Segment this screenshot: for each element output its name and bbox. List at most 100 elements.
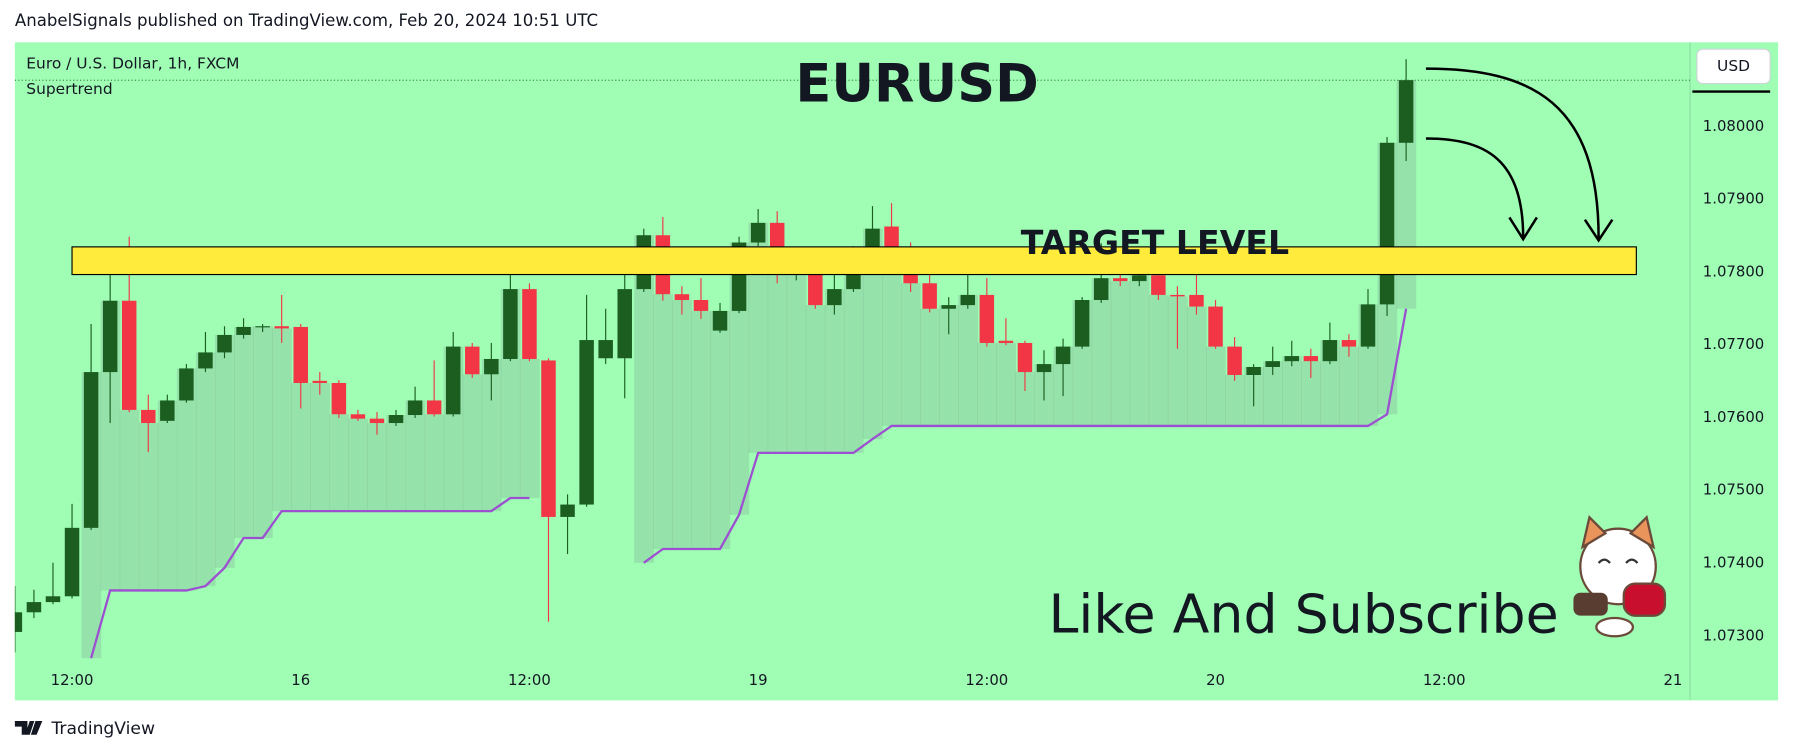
trend-fill [272,328,292,512]
trend-fill [519,358,540,499]
trend-fill [843,259,864,453]
candle-body [1265,361,1280,367]
trend-fill [653,294,673,549]
trend-fill [138,423,159,591]
candle-body [1322,340,1338,362]
currency-box[interactable] [1696,48,1771,85]
candle-body [312,380,328,383]
supertrend-line [90,308,1408,659]
trend-fill [310,382,330,512]
trend-fill [405,400,426,512]
trend-fill [786,265,807,453]
candle-body [1227,346,1242,375]
trend-fill [348,418,369,512]
candle-body [712,310,728,331]
trend-fill [253,326,273,539]
y-tick-label: 1.07800 [1703,262,1764,280]
y-tick-label: 1.07400 [1703,554,1764,572]
candle-body [407,400,423,416]
x-tick-label: 12:00 [965,671,1008,689]
trend-fill [1110,281,1131,426]
candle-body [979,294,995,343]
candle-body [121,300,137,410]
trend-fill [1263,361,1283,426]
y-tick-label: 1.07300 [1703,626,1764,644]
currency-label[interactable]: USD [1717,57,1750,75]
trend-fill [176,368,197,591]
headline: EURUSD [795,54,1038,115]
trend-fill [862,228,883,440]
trend-fill [1129,275,1150,426]
candle-body [598,340,613,359]
candle-body [160,400,175,421]
indicator-name: Supertrend [26,80,112,98]
candle-body [274,326,289,329]
y-tick-label: 1.07700 [1703,335,1764,353]
publish-header: AnabelSignals published on TradingView.c… [15,11,598,30]
target-zone [71,246,1637,276]
trend-fill [1225,374,1245,426]
candle-body [1074,300,1090,347]
trend-fill [1282,356,1302,426]
arrows [1425,67,1614,243]
candle-body [750,222,766,243]
trend-fill [291,382,311,512]
trend-fill [634,235,654,563]
candle-body [941,305,956,309]
candle-body [14,612,23,632]
trend-fill [977,342,997,426]
trend-fill [1167,296,1188,426]
candle-body [674,294,690,301]
candle-body [426,400,442,415]
candle-body [541,360,556,517]
candle-body [1132,275,1147,282]
trend-fill [1339,346,1360,426]
trend-fill [920,308,940,426]
symbol-title: Euro / U.S. Dollar, 1h, FXCM [26,55,239,73]
candle-body [579,340,594,505]
candle-body [141,409,156,424]
y-tick-label: 1.07900 [1703,190,1764,208]
candle-body [179,368,194,401]
trend-fill [691,310,712,549]
candle-body [617,289,632,359]
trend-fill [958,294,978,426]
x-tick-label: 16 [291,671,310,689]
y-tick-label: 1.07500 [1703,481,1764,499]
arrow [1425,67,1600,239]
candle-body [83,372,99,528]
arrow [1425,137,1525,237]
candle-body [1189,294,1204,307]
brand-logo [14,720,43,735]
arrow-head [1583,219,1614,243]
candle-body [350,414,366,419]
trend-fill [424,414,445,512]
candle-body [102,300,118,373]
plot [14,59,1691,659]
candle-body [1113,278,1128,282]
candle-body [484,358,499,375]
candle-body [522,289,537,359]
trend-fill [767,268,788,453]
candle-body [1208,306,1223,347]
trend-fill [1206,346,1226,426]
target-label: TARGET LEVEL [1021,223,1289,262]
candle-body [827,289,842,306]
trend-fill [1186,306,1207,426]
trend-fill [195,352,216,587]
trend-fill [462,374,483,512]
candle-body [1398,80,1414,143]
trend-fill [1148,294,1169,426]
sticker [1573,514,1667,638]
trend-fill [824,289,845,453]
trend-fill [386,415,407,512]
candle-body [960,294,976,306]
candle-body [560,504,575,517]
trend-fill [805,305,826,453]
candle-body [1170,294,1185,297]
trend-fill [939,305,959,426]
trend-fill [1301,361,1321,426]
candle-body [693,300,709,311]
